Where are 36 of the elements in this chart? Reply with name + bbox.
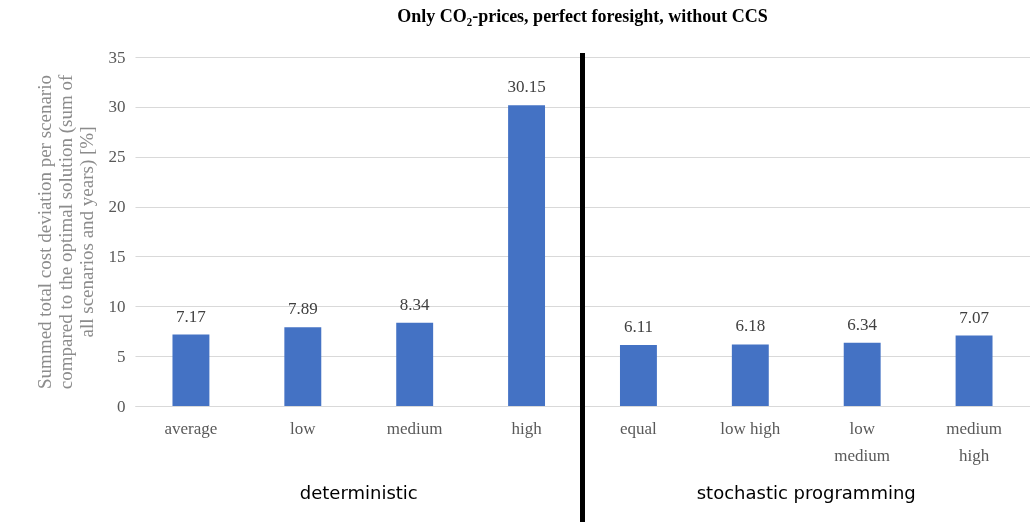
data-label: 8.34 <box>399 294 431 314</box>
x-tick-label: equal <box>620 418 658 438</box>
data-label: 30.15 <box>507 77 546 97</box>
data-label: 7.17 <box>176 306 207 326</box>
data-label: 6.34 <box>847 314 878 334</box>
bar <box>396 322 434 406</box>
x-tick-label: high <box>511 418 543 438</box>
x-tick-label: medium <box>386 418 443 438</box>
data-label: 7.89 <box>287 299 318 319</box>
y-tick-label: 5 <box>117 346 126 366</box>
data-label: 6.18 <box>735 316 766 336</box>
bar <box>731 344 769 406</box>
bar <box>619 345 657 406</box>
y-tick-label: 30 <box>108 97 126 117</box>
y-tick-label: 35 <box>108 47 126 67</box>
chart-title: Only CO₂-prices, perfect foresight, without CCS <box>397 6 768 26</box>
bar <box>508 105 546 406</box>
text: stochastic programming <box>696 482 916 503</box>
y-tick-label: 25 <box>108 147 126 167</box>
x-tick-label: average <box>164 418 218 438</box>
bar <box>843 342 881 406</box>
data-label: 7.07 <box>959 307 990 327</box>
y-tick-label: 20 <box>108 197 126 217</box>
bar <box>955 335 993 406</box>
y-tick-label: 0 <box>117 396 126 416</box>
y-tick-label: 15 <box>108 246 126 266</box>
bar <box>284 327 322 406</box>
bar <box>172 334 210 406</box>
text: deterministic <box>299 482 418 503</box>
x-tick-label: medium high <box>946 418 1002 465</box>
x-tick-label: low medium <box>834 418 891 465</box>
x-tick-label: low <box>290 418 317 438</box>
y-tick-label: 10 <box>108 296 126 316</box>
data-label: 6.11 <box>623 317 653 337</box>
y-axis-title: Summed total cost deviation per scenario compared to the optimal solution (sum of all scenarios and years) [%] <box>33 74 98 390</box>
x-tick-label: low high <box>720 418 781 438</box>
